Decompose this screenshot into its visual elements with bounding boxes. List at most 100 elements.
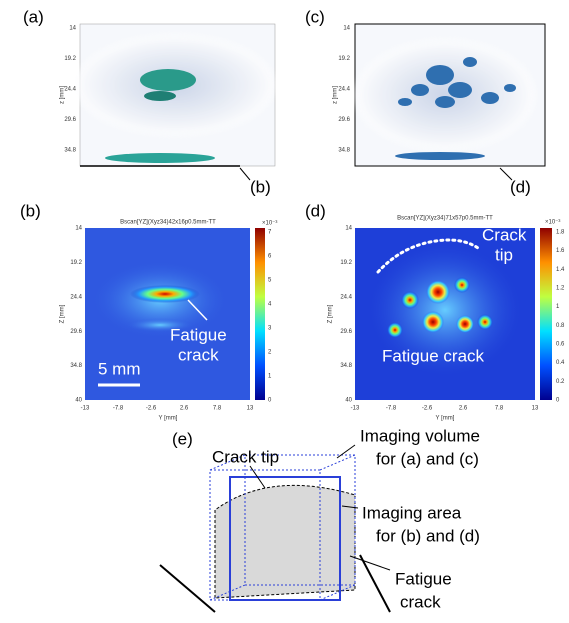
y-tick-label: 40 [345, 398, 352, 404]
blob [504, 84, 516, 92]
z-tick-label: 34.8 [338, 148, 350, 154]
surface-line [160, 565, 215, 612]
annotation: tip [495, 245, 513, 264]
x-tick-label: -2.6 [422, 406, 433, 412]
colorbar-tick-label: 3 [268, 326, 272, 332]
colorbar-tick-label: 0 [268, 398, 272, 404]
colorbar-tick-label: 0 [556, 398, 560, 404]
colorbar-tick-label: 0.8 [556, 323, 565, 329]
echo [130, 285, 200, 303]
x-axis-label: Y [mm] [159, 416, 178, 422]
y-tick-label: 34.8 [70, 363, 82, 369]
z-tick-label: 14 [343, 26, 350, 32]
x-tick-label: 7.8 [495, 406, 504, 412]
colorbar-tick-label: 1.2 [556, 286, 565, 292]
leader [337, 445, 355, 458]
hotspot [477, 314, 493, 330]
y-tick-label: 14 [345, 226, 352, 232]
panel-label: (b) [20, 201, 41, 220]
colorbar [540, 228, 552, 400]
z-tick-label: 34.8 [64, 148, 76, 154]
panel-label: (a) [23, 7, 44, 26]
panel-e: (e) Crack tip Imaging volume for (a) and… [160, 426, 480, 612]
hotspot [422, 311, 444, 333]
y-tick-label: 29.6 [340, 329, 352, 335]
panel-a: (a) (b) z [mm] [23, 7, 275, 196]
colorbar-tick-label: 0.2 [556, 379, 565, 385]
y-axis-label: Z [mm] [328, 304, 334, 323]
panel-b: (b) Bscan[YZ](Xyz34)42x16p0.5mm-TT Z [mm… [20, 201, 277, 421]
panel-d: (d) Bscan[YZ](Xyz34)71x57p0.5mm-TT Z [mm… [305, 201, 560, 421]
colorbar-exponent: ×10⁻³ [262, 221, 277, 227]
panel-label: (c) [305, 7, 325, 26]
z-tick-label: 24.4 [338, 87, 350, 93]
colorbar-tick-label: 1.6 [556, 248, 565, 254]
y-tick-label: 24.4 [340, 294, 352, 300]
x-tick-label: -7.8 [386, 406, 397, 412]
crack-blob [144, 91, 176, 101]
y-tick-label: 14 [75, 226, 82, 232]
colorbar-tick-label: 5 [268, 278, 272, 284]
blob [411, 84, 429, 96]
y-tick-label: 24.4 [70, 294, 82, 300]
pointer-label: (d) [510, 177, 531, 196]
pointer-arrow [240, 168, 250, 180]
blob [426, 65, 454, 85]
hotspot [401, 291, 419, 309]
x-tick-label: 13 [247, 406, 254, 412]
x-axis-label: Y [mm] [436, 416, 455, 422]
x-tick-label: 7.8 [213, 406, 222, 412]
panel-c: (c) (d) z [mm] [305, 7, 545, 196]
y-axis-label: Z [mm] [60, 304, 66, 323]
plot-title: Bscan[YZ](Xyz34)42x16p0.5mm-TT [120, 220, 216, 226]
panel-label: (d) [305, 201, 326, 220]
annotation: for (a) and (c) [376, 449, 479, 468]
colorbar-tick-label: 1.8 [556, 230, 565, 236]
z-tick-label: 29.6 [64, 117, 76, 123]
annotation: Imaging volume [360, 426, 480, 445]
pointer-label: (b) [250, 177, 271, 196]
blob [435, 96, 455, 108]
colorbar-tick-label: 4 [268, 302, 272, 308]
y-tick-label: 40 [75, 398, 82, 404]
back-wall [105, 153, 215, 163]
figure: (a) (b) z [mm] (c) (d) z [mm] (b) [0, 0, 569, 618]
x-tick-label: 2.6 [180, 406, 189, 412]
z-tick-label: 14 [69, 26, 76, 32]
colorbar-exponent: ×10⁻³ [545, 220, 560, 226]
z-tick-label: 29.6 [338, 117, 350, 123]
annotation: crack [400, 592, 441, 611]
hotspot [426, 280, 450, 304]
colorbar-tick-label: 1 [556, 304, 560, 310]
annotation: Imaging area [362, 503, 462, 522]
x-tick-label: -7.8 [113, 406, 124, 412]
x-tick-label: -2.6 [146, 406, 157, 412]
z-tick-label: 24.4 [64, 87, 76, 93]
annotation: Fatigue crack [382, 346, 485, 365]
colorbar-tick-label: 0.4 [556, 360, 565, 366]
colorbar-tick-label: 0.6 [556, 342, 565, 348]
hotspot [454, 277, 470, 293]
panel-label: (e) [172, 429, 193, 448]
blob [481, 92, 499, 104]
colorbar-tick-label: 2 [268, 350, 272, 356]
y-tick-label: 34.8 [340, 363, 352, 369]
leader [350, 556, 390, 570]
x-tick-label: 2.6 [459, 406, 468, 412]
z-tick-label: 19.2 [338, 56, 350, 62]
blob [463, 57, 477, 67]
annotation: crack [178, 345, 219, 364]
blob [395, 152, 485, 160]
crack-blob [140, 69, 196, 91]
annotation: for (b) and (d) [376, 526, 480, 545]
colorbar-tick-label: 1.4 [556, 267, 565, 273]
z-tick-label: 19.2 [64, 56, 76, 62]
x-tick-label: 13 [532, 406, 539, 412]
colorbar [255, 228, 265, 400]
annotation: Crack tip [212, 447, 279, 466]
surface-line [360, 555, 390, 612]
page: {"panels": { "a": {"label": "(a)", "poin… [0, 0, 569, 618]
annotation: Fatigue [395, 569, 452, 588]
blob [448, 82, 472, 98]
hotspot [456, 315, 474, 333]
